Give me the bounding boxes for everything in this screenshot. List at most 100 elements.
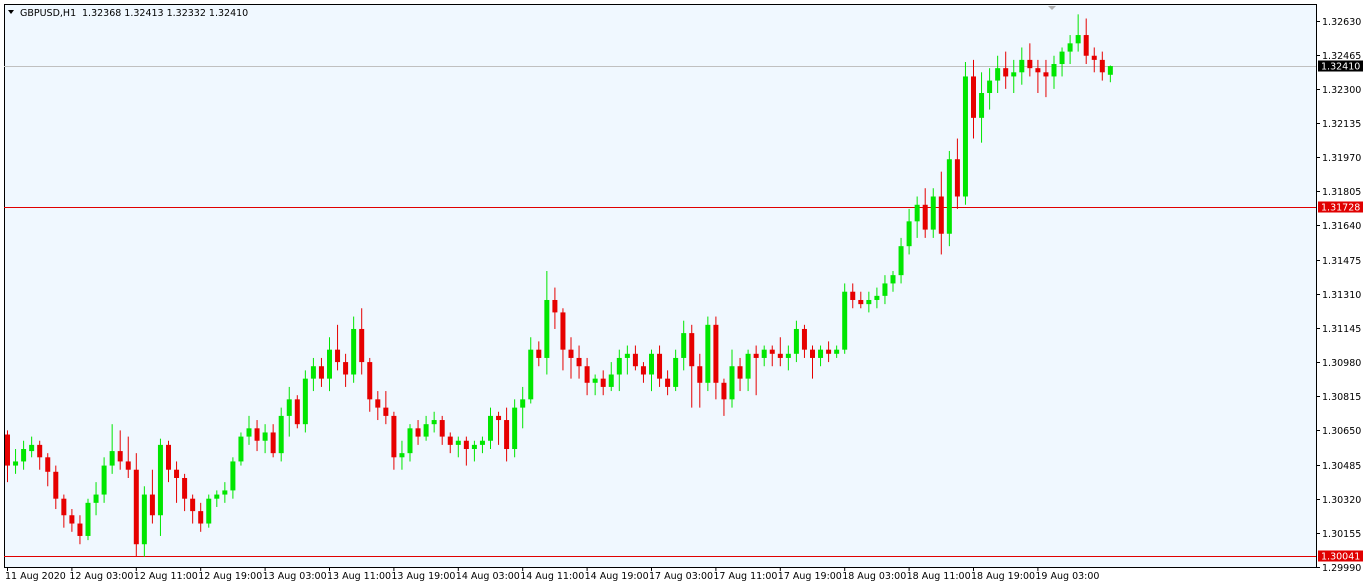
candle-body [359,328,365,363]
candle [431,411,437,433]
candle-body [439,420,445,437]
time-tick-label: 17 Aug 11:00 [713,571,777,582]
candle-body [407,428,413,454]
candle-body [987,80,993,94]
candle [198,502,204,532]
candle-body [1043,72,1049,77]
candle-body [471,444,477,450]
candle [979,72,985,143]
candle-body [1067,43,1073,52]
price-tick-label: 1.31970 [1322,153,1361,164]
candle [206,494,212,528]
candle-body [61,498,67,516]
candle [528,337,534,404]
plot-area[interactable] [4,4,1316,567]
candle-body [1003,68,1009,77]
candle [520,386,526,429]
candle-body [938,196,944,234]
candle-body [665,378,671,387]
candle-body [141,494,147,545]
candle-body [391,415,397,458]
candle [238,432,244,466]
price-tick-label: 1.31805 [1322,187,1361,198]
price-tick-label: 1.31310 [1322,290,1361,301]
time-tick-label: 12 Aug 19:00 [198,571,262,582]
candle-body [1019,59,1025,73]
hline-price-label-1-box [1318,201,1363,213]
candle [697,353,703,408]
candle [946,150,952,247]
candle [479,436,485,454]
candle-body [206,498,212,524]
candle [801,324,807,358]
candle-body [753,353,759,358]
candle [335,324,341,371]
candle [488,407,493,450]
candle-body [906,221,912,247]
time-tick-label: 18 Aug 11:00 [907,571,971,582]
candle [439,415,445,445]
price-axis-bg [1316,4,1364,567]
candle-body [962,76,968,197]
chart-header: GBPUSD,H1 1.32368 1.32413 1.32332 1.3241… [8,8,248,19]
candle-body [21,449,27,462]
candle [721,378,727,416]
candle [447,432,453,454]
time-axis[interactable]: 11 Aug 2020 12 Aug 03:00 12 Aug 11:00 12 Au… [5,567,1099,582]
symbol-label: GBPUSD,H1 [20,8,76,19]
dropdown-triangle-icon[interactable] [8,10,14,14]
candle-body [463,440,469,450]
price-tick-label: 1.32630 [1322,17,1361,28]
candle-body [898,246,904,276]
candle [649,349,654,392]
candle-body [351,328,357,375]
time-tick-label: 12 Aug 11:00 [134,571,198,582]
candle [810,345,815,379]
price-tick-label: 1.30650 [1322,426,1361,437]
candle [133,453,139,557]
current-price-label-box [1318,60,1363,72]
time-tick-label: 18 Aug 03:00 [842,571,906,582]
candle-body [761,349,767,358]
candle [53,465,59,510]
time-tick-label: 19 Aug 03:00 [1035,571,1099,582]
time-tick-label: 13 Aug 19:00 [391,571,455,582]
candle [157,438,163,536]
candle [1059,47,1065,77]
candle-body [608,374,614,387]
candle [769,345,775,367]
candle [141,486,147,557]
candle-body [101,465,107,495]
candle [455,436,461,458]
candle [1075,14,1081,52]
price-axis[interactable]: 1.32630 1.32465 1.32300 1.32135 1.31970 1.318… [1316,17,1363,574]
candle-body [657,353,663,379]
candle [69,509,75,532]
candle-body [423,424,429,437]
candle-body [488,415,493,441]
candle-body [1083,35,1089,56]
candle-body [1091,55,1097,60]
candle-body [367,362,373,400]
candle-body [745,353,751,379]
time-tick-label: 18 Aug 19:00 [971,571,1035,582]
candle [576,345,582,379]
candle-body [616,357,622,375]
candle-body [318,366,324,379]
candle [745,349,751,392]
hline-price-label-1: 1.31728 [1318,201,1363,214]
candle-body [431,420,437,425]
candle-body [930,196,936,230]
candle [624,345,630,375]
chart-shift-marker-icon[interactable] [1048,6,1056,10]
candle-body [528,349,534,400]
candle [850,283,856,309]
candle [496,411,502,445]
candle [1043,59,1049,98]
candle-body [584,366,590,383]
candle-body [850,291,856,300]
candle-body [640,366,646,375]
candle [914,196,920,238]
